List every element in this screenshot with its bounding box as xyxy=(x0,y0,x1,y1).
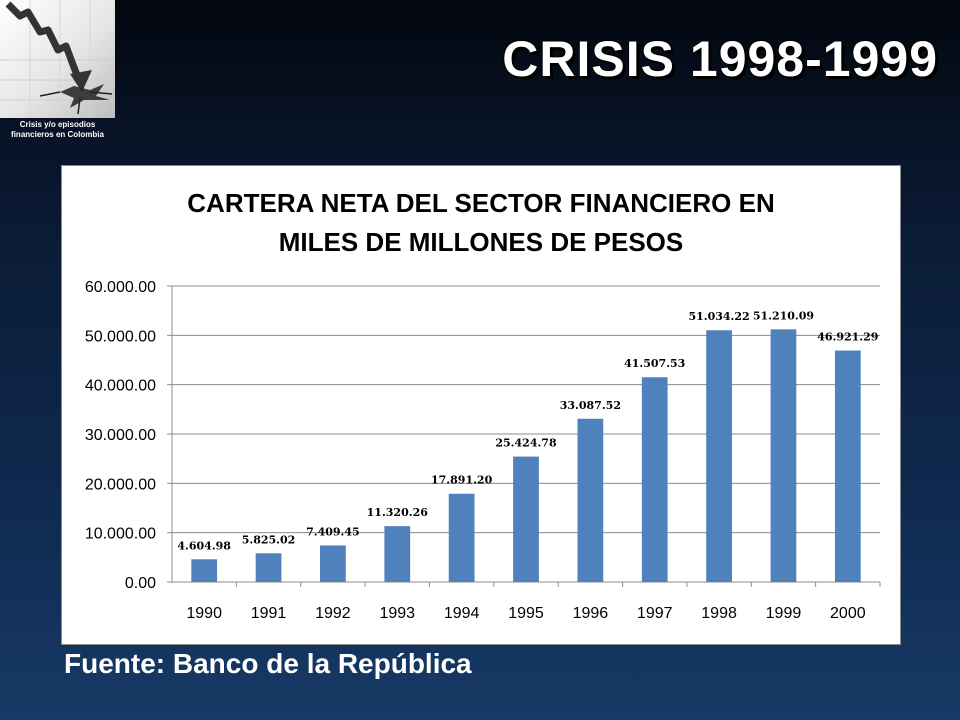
bar-2000 xyxy=(834,350,861,582)
y-tick-label: 60.000.00 xyxy=(85,279,156,296)
y-tick-labels: 0.00 10.000.00 20.000.00 30.000.00 40.000.00… xyxy=(85,279,156,592)
chart-title-line2: MILES DE MILLONES DE PESOS xyxy=(279,227,684,257)
x-tick-label-1996: 1996 xyxy=(573,605,609,622)
x-tick-labels: 1990 1991 1992 1993 1994 1995 1996 1997 1998 1999… xyxy=(186,605,865,622)
x-tick-label-1993: 1993 xyxy=(379,605,415,622)
crisis-graph-logo xyxy=(0,0,115,118)
data-label-1990: 4.604.98 xyxy=(177,539,231,552)
logo-caption-line1: Crisis y/o episodios xyxy=(19,120,96,129)
data-label-1996: 33.087.52 xyxy=(560,399,621,412)
data-label-1999: 51.210.09 xyxy=(753,309,814,322)
bar-1998 xyxy=(706,330,732,582)
y-tick-label: 30.000.00 xyxy=(85,427,156,444)
x-tick-label-1994: 1994 xyxy=(444,605,480,622)
bar-1993 xyxy=(384,526,411,582)
bar-1994 xyxy=(448,493,475,582)
source-note: Fuente: Banco de la República xyxy=(64,648,472,679)
logo-caption-line2: financieros en Colombia xyxy=(11,130,104,139)
bars xyxy=(191,329,861,582)
bar-1990 xyxy=(191,559,218,582)
x-tick-label-1992: 1992 xyxy=(315,605,351,622)
data-labels: 4.604.98 5.825.02 7.409.45 11.320.26 17.891.… xyxy=(177,309,878,552)
chart-title-line1: CARTERA NETA DEL SECTOR FINANCIERO EN xyxy=(187,188,774,218)
bar-1999 xyxy=(770,329,797,582)
data-label-1997: 41.507.53 xyxy=(624,357,685,370)
bar-1996 xyxy=(577,418,604,582)
bar-1991 xyxy=(255,553,282,582)
y-tick-label: 20.000.00 xyxy=(85,476,156,493)
bar-1992 xyxy=(320,545,346,582)
data-label-1991: 5.825.02 xyxy=(242,533,296,546)
y-tick-label: 0.00 xyxy=(125,575,156,592)
falling-arrow-icon xyxy=(0,0,115,118)
bar-1997 xyxy=(641,377,668,582)
x-tick-label-1991: 1991 xyxy=(251,605,287,622)
chart-panel: CARTERA NETA DEL SECTOR FINANCIERO EN MI… xyxy=(62,166,900,644)
bar-1995 xyxy=(513,456,539,582)
data-label-1995: 25.424.78 xyxy=(495,437,557,450)
data-label-1993: 11.320.26 xyxy=(367,506,429,519)
data-label-1998: 51.034.22 xyxy=(688,310,749,323)
logo-caption: Crisis y/o episodios financieros en Colo… xyxy=(0,120,115,140)
x-tick-label-1999: 1999 xyxy=(766,605,802,622)
x-tick-label-1995: 1995 xyxy=(508,605,544,622)
y-tick-label: 50.000.00 xyxy=(85,328,156,345)
y-tick-label: 40.000.00 xyxy=(85,378,156,395)
data-label-2000: 46.921.29 xyxy=(817,331,878,344)
x-tick-label-1997: 1997 xyxy=(637,605,673,622)
x-tick-label-2000: 2000 xyxy=(830,605,866,622)
bar-chart: CARTERA NETA DEL SECTOR FINANCIERO EN MI… xyxy=(85,188,881,622)
slide-title: CRISIS 1998-1999 xyxy=(502,31,938,87)
data-label-1994: 17.891.20 xyxy=(431,474,493,487)
x-tick-label-1998: 1998 xyxy=(701,605,737,622)
y-tick-label: 10.000.00 xyxy=(85,526,156,543)
x-tick-label-1990: 1990 xyxy=(186,605,222,622)
data-label-1992: 7.409.45 xyxy=(306,525,360,538)
